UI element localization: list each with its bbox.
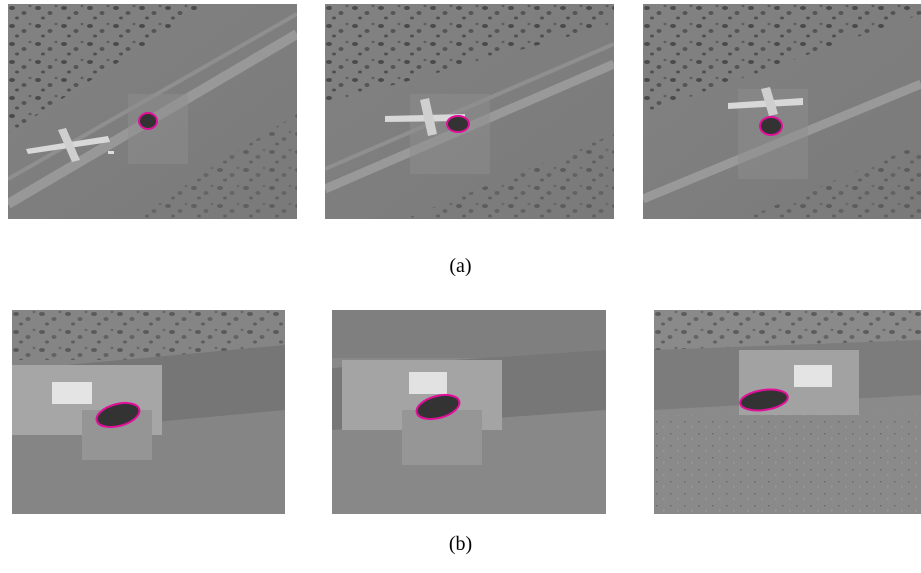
frame-b1 bbox=[12, 310, 285, 514]
frame-a1 bbox=[8, 4, 297, 219]
frame-b2 bbox=[332, 310, 606, 514]
frame-a3 bbox=[643, 4, 921, 219]
caption: (b) bbox=[448, 533, 473, 555]
caption: (a) bbox=[449, 255, 472, 277]
frame-b3 bbox=[654, 310, 921, 514]
frame-a2 bbox=[325, 4, 614, 219]
